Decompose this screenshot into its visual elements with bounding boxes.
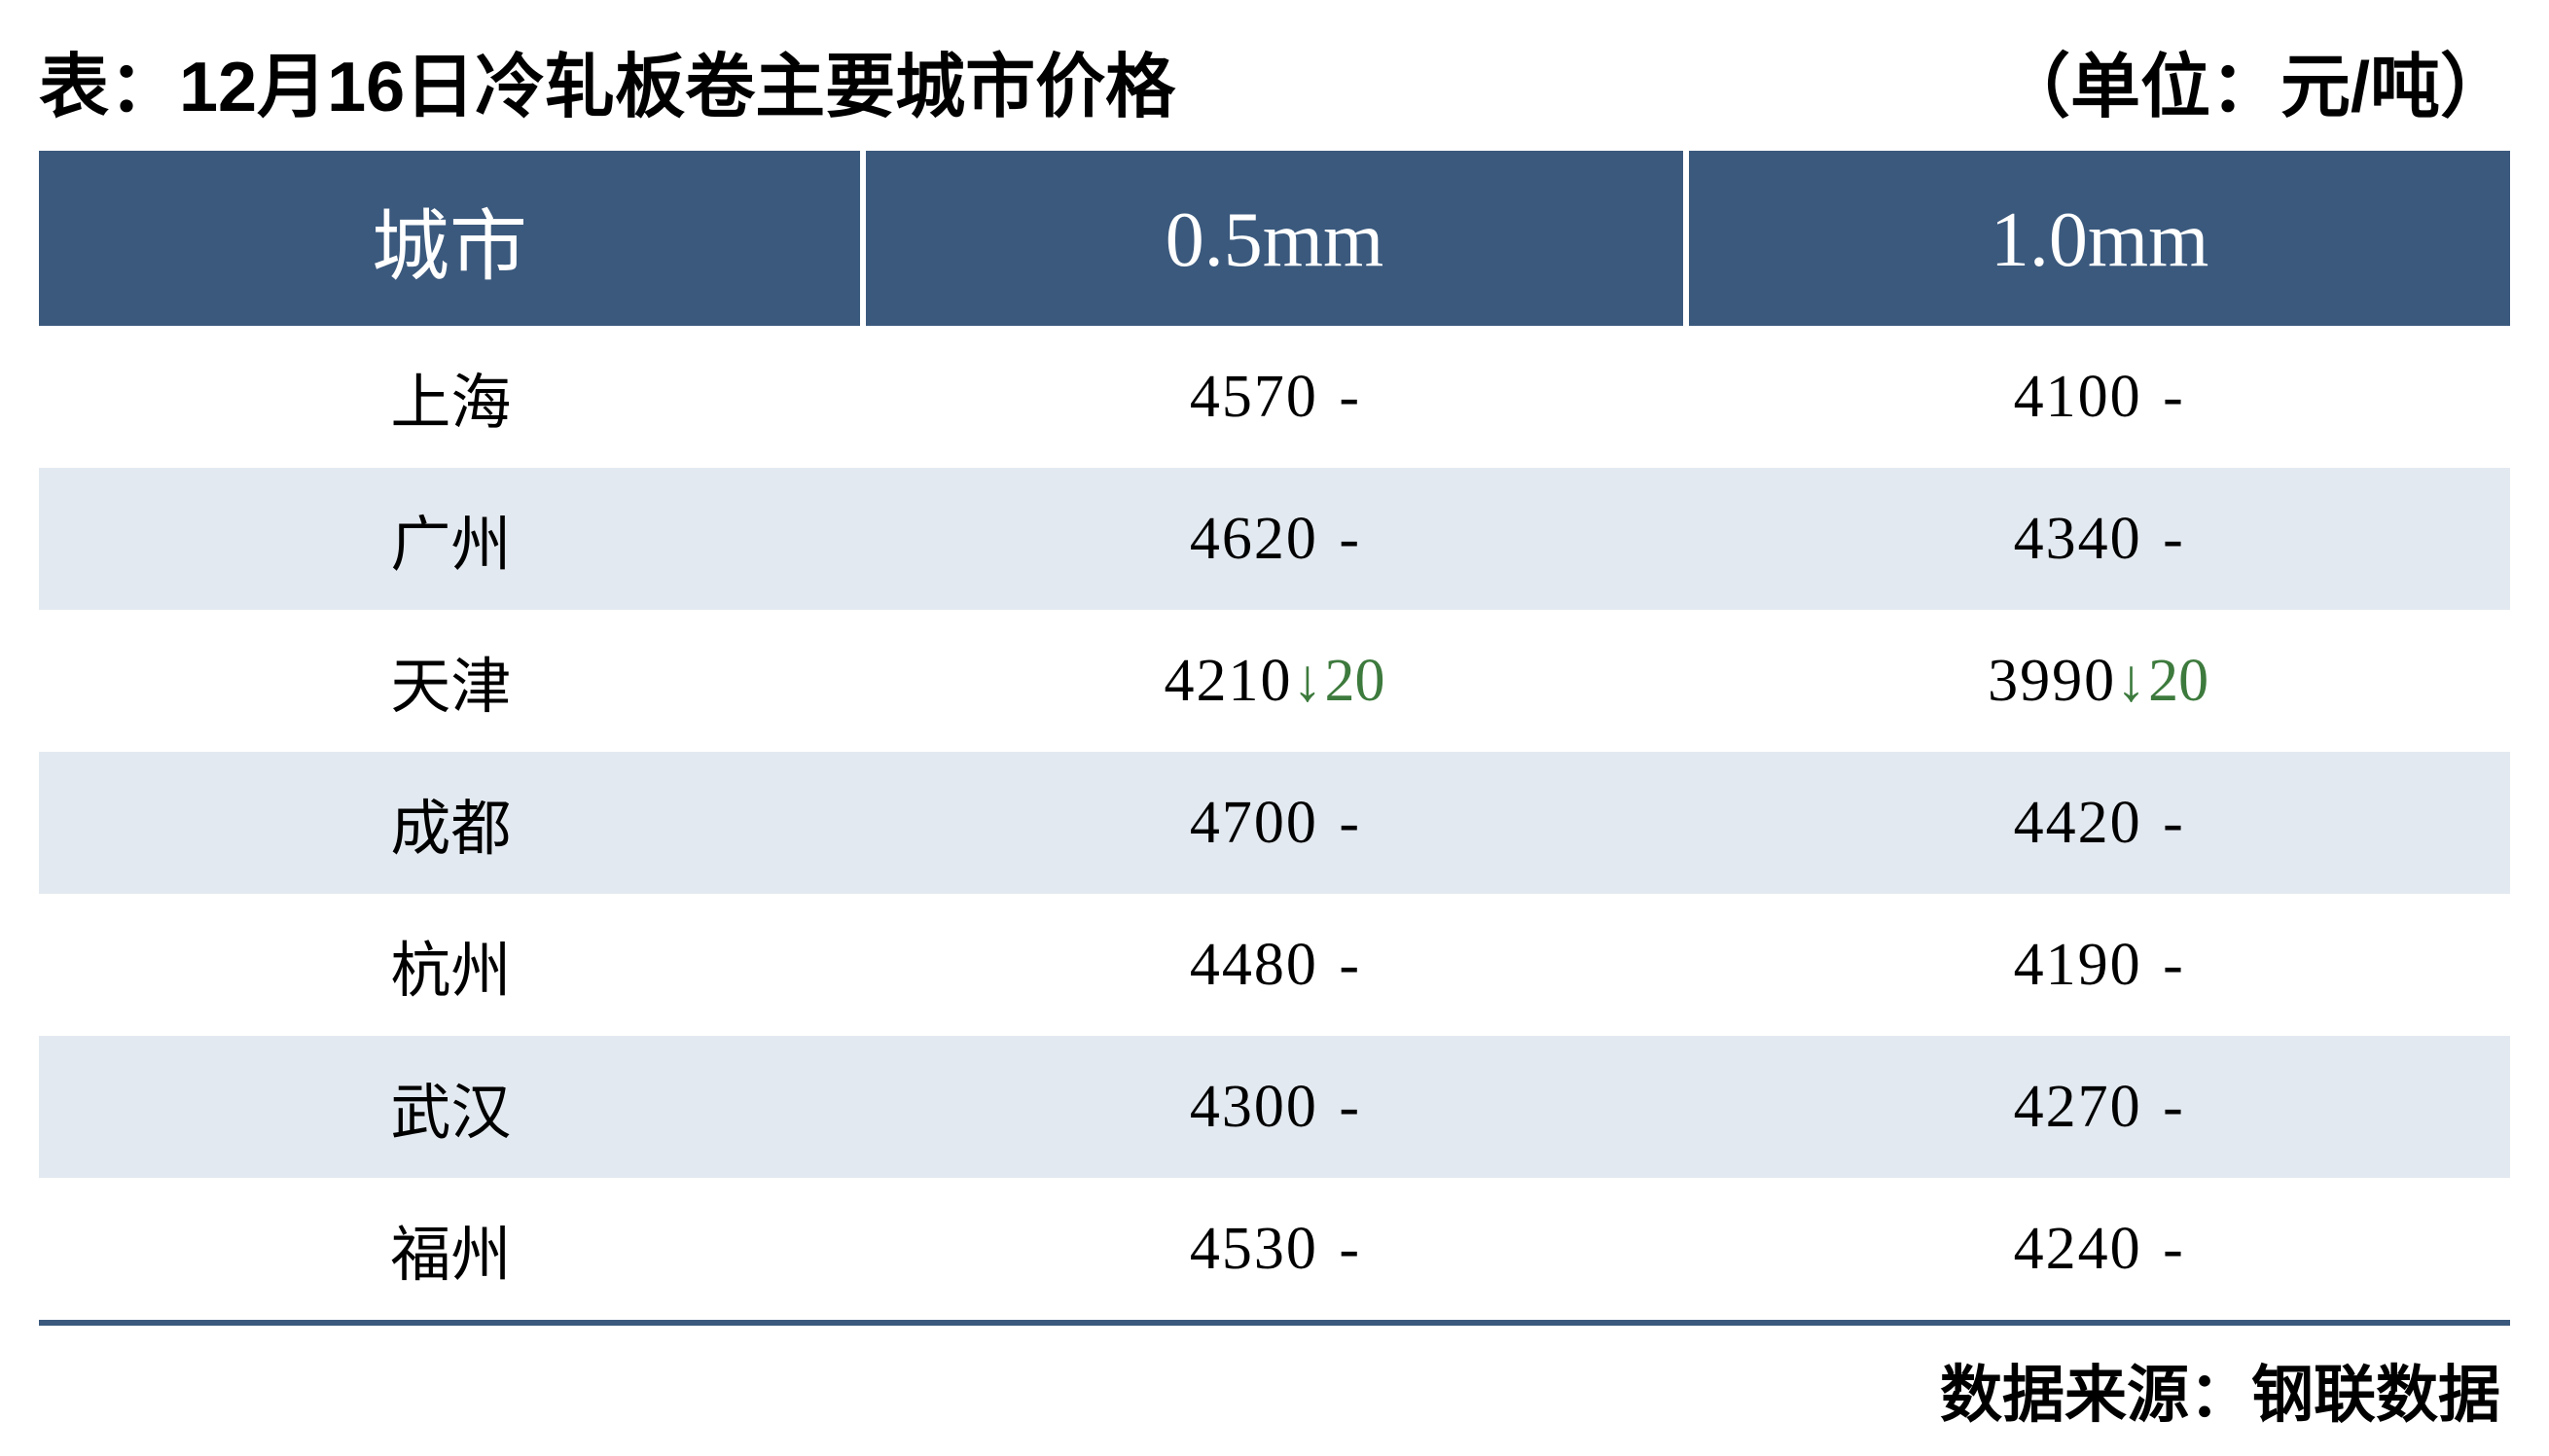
price-10mm-cell: 3990↓20: [1686, 610, 2510, 752]
table-row: 上海4570 -4100 -: [39, 326, 2510, 468]
price-05mm-cell: 4700 -: [863, 752, 1687, 894]
city-cell: 天津: [39, 610, 863, 752]
price-table: 城市 0.5mm 1.0mm 上海4570 -4100 -广州4620 -434…: [39, 151, 2510, 1326]
table-row: 天津4210↓203990↓20: [39, 610, 2510, 752]
table-body: 上海4570 -4100 -广州4620 -4340 -天津4210↓20399…: [39, 326, 2510, 1323]
title-row: 表：12月16日冷轧板卷主要城市价格 （单位：元/吨）: [39, 19, 2510, 151]
price-05mm-cell: 4570 -: [863, 326, 1687, 468]
price-05mm-cell: 4480 -: [863, 894, 1687, 1036]
price-05mm-cell: 4210↓20: [863, 610, 1687, 752]
city-cell: 上海: [39, 326, 863, 468]
price-10mm-cell: 4420 -: [1686, 752, 2510, 894]
price-10mm-cell: 4240 -: [1686, 1178, 2510, 1323]
city-cell: 武汉: [39, 1036, 863, 1178]
price-05mm-cell: 4530 -: [863, 1178, 1687, 1323]
col-header-city: 城市: [39, 153, 863, 326]
data-source: 数据来源：钢联数据: [39, 1326, 2510, 1435]
price-10mm-cell: 4100 -: [1686, 326, 2510, 468]
unit-label: （单位：元/吨）: [2000, 29, 2510, 131]
table-header-row: 城市 0.5mm 1.0mm: [39, 153, 2510, 326]
table-row: 福州4530 -4240 -: [39, 1178, 2510, 1323]
col-header-05mm: 0.5mm: [863, 153, 1687, 326]
col-header-10mm: 1.0mm: [1686, 153, 2510, 326]
table-row: 武汉4300 -4270 -: [39, 1036, 2510, 1178]
city-cell: 成都: [39, 752, 863, 894]
table-row: 广州4620 -4340 -: [39, 468, 2510, 610]
city-cell: 广州: [39, 468, 863, 610]
price-10mm-cell: 4270 -: [1686, 1036, 2510, 1178]
table-row: 杭州4480 -4190 -: [39, 894, 2510, 1036]
price-05mm-cell: 4620 -: [863, 468, 1687, 610]
city-cell: 杭州: [39, 894, 863, 1036]
price-10mm-cell: 4340 -: [1686, 468, 2510, 610]
table-title: 表：12月16日冷轧板卷主要城市价格: [39, 29, 1175, 131]
price-05mm-cell: 4300 -: [863, 1036, 1687, 1178]
table-row: 成都4700 -4420 -: [39, 752, 2510, 894]
city-cell: 福州: [39, 1178, 863, 1323]
price-10mm-cell: 4190 -: [1686, 894, 2510, 1036]
